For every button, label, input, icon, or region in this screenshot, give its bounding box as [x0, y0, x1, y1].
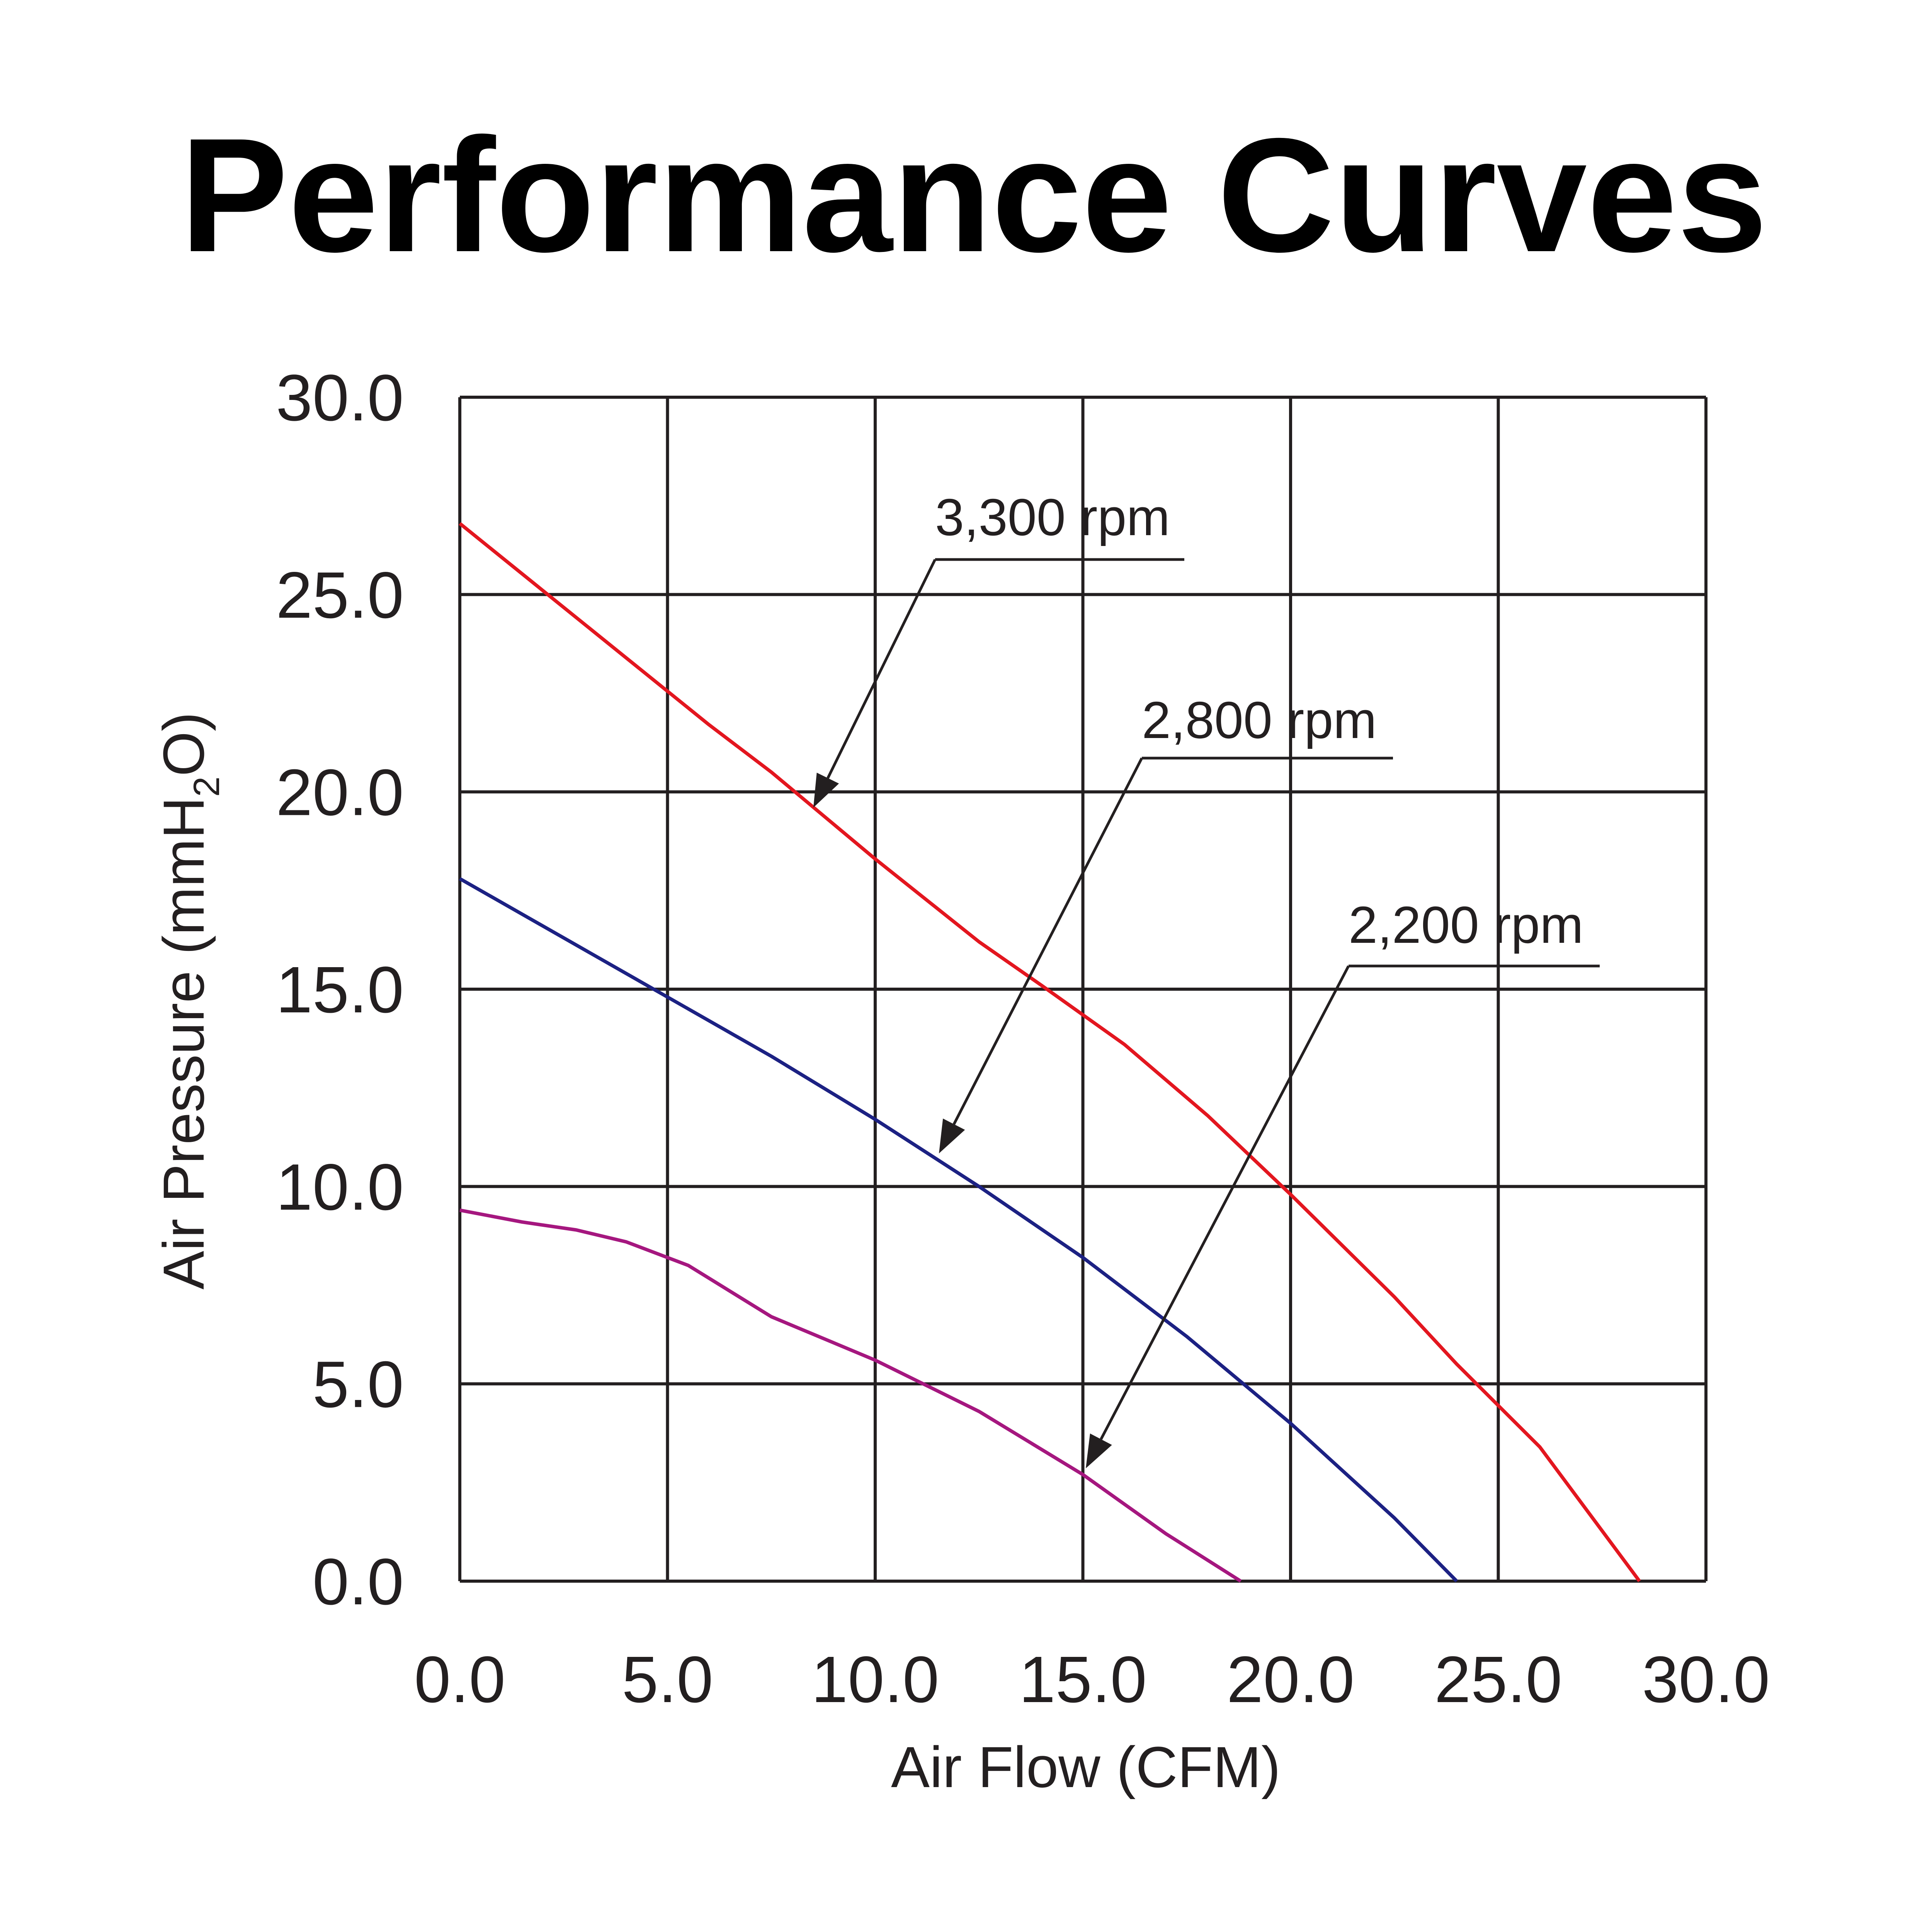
callout-leader-1: [952, 757, 1143, 1125]
series-line-1: [459, 877, 1458, 1583]
callout-arrowhead-1: [939, 1118, 965, 1153]
x-tick-label: 5.0: [622, 1643, 713, 1716]
callouts: 3,300 rpm 2,800 rpm 2,200 rpm: [813, 488, 1600, 1468]
series-lines: [459, 522, 1641, 1583]
callout-label-0: 3,300 rpm: [935, 488, 1170, 546]
x-axis-label: Air Flow (CFM): [891, 1735, 1281, 1799]
y-tick-label: 15.0: [276, 953, 404, 1027]
callout-arrowhead-2: [1086, 1433, 1112, 1468]
y-axis-label-tail: O): [151, 712, 216, 777]
series-line-0: [459, 522, 1641, 1582]
x-tick-labels: 0.0 5.0 10.0 15.0 20.0 25.0 30.0: [414, 1643, 1770, 1716]
chart-title: Performance Curves: [180, 105, 1768, 286]
y-tick-label: 5.0: [313, 1348, 404, 1421]
x-tick-label: 20.0: [1227, 1643, 1355, 1716]
y-tick-label: 20.0: [276, 756, 404, 829]
x-tick-label: 15.0: [1019, 1643, 1147, 1716]
y-tick-label: 10.0: [276, 1151, 404, 1224]
callout-leader-2: [1100, 965, 1350, 1440]
y-tick-labels: 0.0 5.0 10.0 15.0 20.0 25.0 30.0: [276, 361, 404, 1619]
y-axis-label-subscript: 2: [186, 776, 227, 797]
y-tick-label: 25.0: [276, 559, 404, 632]
x-tick-label: 30.0: [1642, 1643, 1770, 1716]
callout-arrowhead-0: [813, 772, 839, 808]
callout-leader-0: [827, 559, 937, 779]
y-axis-label-main: Air Pressure (mmH: [151, 797, 216, 1289]
callout-label-2: 2,200 rpm: [1349, 896, 1583, 954]
callout-label-1: 2,800 rpm: [1142, 691, 1377, 749]
y-tick-label: 30.0: [276, 361, 404, 435]
y-axis-label: Air Pressure (mmH2O): [151, 712, 227, 1290]
grid: [458, 396, 1708, 1583]
series-line-2: [459, 1208, 1242, 1583]
x-tick-label: 0.0: [414, 1643, 505, 1716]
x-tick-label: 10.0: [811, 1643, 939, 1716]
x-tick-label: 25.0: [1434, 1643, 1562, 1716]
y-tick-label: 0.0: [313, 1545, 404, 1619]
